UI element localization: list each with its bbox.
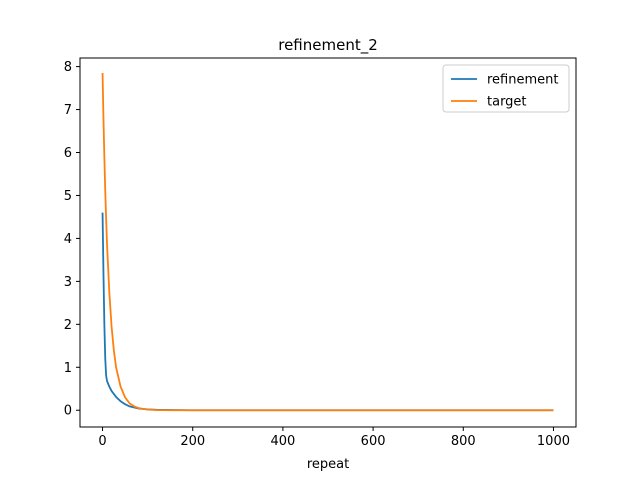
x-tick-label: 400 — [270, 434, 295, 449]
series-line-target — [101, 73, 554, 412]
legend-label-refinement: refinement — [487, 73, 558, 88]
legend-label-target: target — [487, 95, 527, 110]
x-tick-label: 600 — [361, 434, 386, 449]
y-tick-label: 5 — [64, 189, 72, 204]
legend: refinement target — [442, 64, 570, 113]
y-tick-label: 8 — [64, 60, 72, 75]
y-tick-label: 2 — [64, 318, 72, 333]
x-tick-label: 1000 — [537, 434, 570, 449]
y-tick-label: 3 — [64, 275, 72, 290]
y-tick-label: 0 — [64, 404, 72, 419]
x-tick-label: 200 — [180, 434, 205, 449]
x-tick-label: 800 — [451, 434, 476, 449]
series-line-refinement — [101, 212, 554, 412]
y-tick-label: 1 — [64, 361, 72, 376]
y-tick-label: 7 — [64, 103, 72, 118]
y-tick-label: 6 — [64, 146, 72, 161]
y-tick-label: 4 — [64, 232, 72, 247]
plot-area — [101, 73, 554, 412]
chart-title: refinement_2 — [278, 36, 378, 55]
axes-frame — [79, 57, 577, 428]
x-tick-label: 0 — [98, 434, 106, 449]
axes: 0 200 400 600 800 1000 0 1 2 3 4 5 6 7 8 — [64, 57, 577, 449]
x-axis-label: repeat — [307, 457, 349, 472]
